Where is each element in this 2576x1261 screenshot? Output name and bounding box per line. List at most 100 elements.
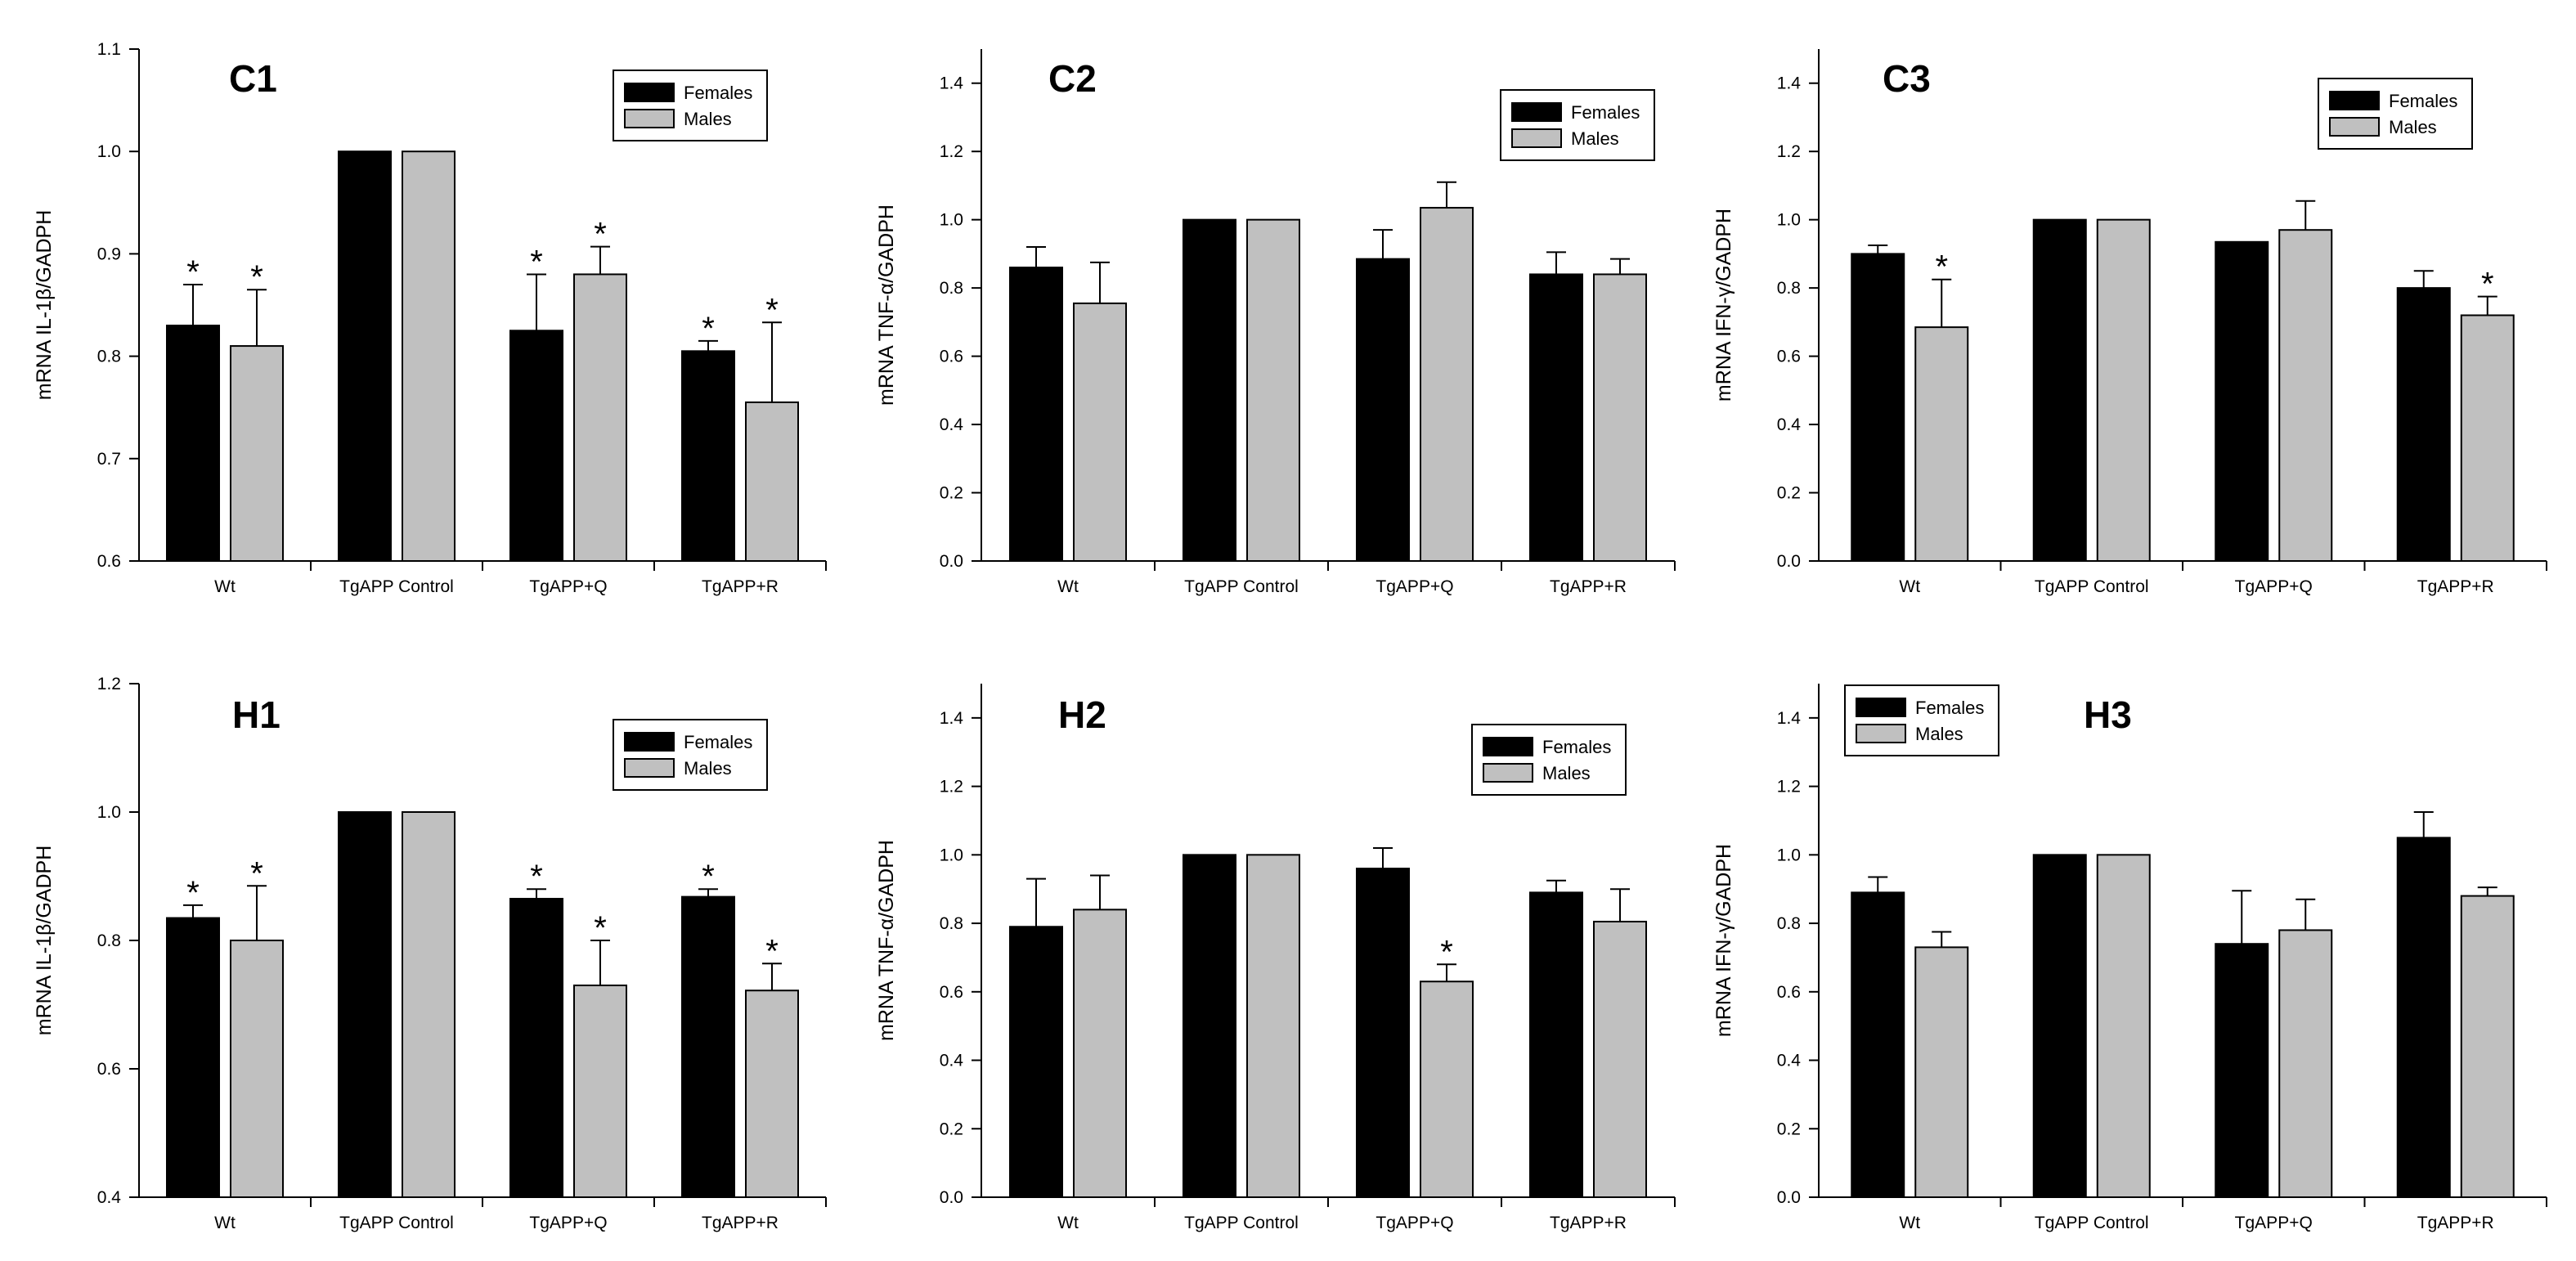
x-tick-label: TgAPP+Q <box>1376 1214 1453 1232</box>
bar-males-0 <box>230 345 284 562</box>
chart-panel-h1: 0.4 0.6 0.8 1.0 1.2 mRNA IL-1β/GADPH H1 Wt * * TgA… <box>33 675 827 1232</box>
significance-marker: * <box>594 910 607 946</box>
legend-swatch-males <box>2329 117 2380 137</box>
x-tick-label: TgAPP Control <box>339 1214 454 1232</box>
chart-title: H3 <box>2084 693 2132 736</box>
legend-label-males: Males <box>1542 763 1591 783</box>
bar-males-2 <box>2278 229 2333 562</box>
bar-females-2 <box>509 897 563 1198</box>
x-tick-label: TgAPP Control <box>2035 1214 2149 1232</box>
y-tick-label: 1.0 <box>940 846 963 864</box>
y-tick-label: 0.0 <box>1777 1188 1801 1207</box>
bar-females-2 <box>2215 943 2269 1198</box>
x-tick-label: TgAPP+R <box>702 1214 779 1232</box>
y-tick-label: 0.6 <box>940 348 963 366</box>
legend-label-males: Males <box>684 758 732 779</box>
bar-females-0 <box>1009 267 1063 562</box>
y-tick-label: 0.6 <box>97 1060 121 1079</box>
x-tick-label: TgAPP+Q <box>2235 1214 2313 1232</box>
y-tick-label: 0.9 <box>97 245 121 263</box>
y-tick-label: 0.2 <box>940 484 963 503</box>
bar-males-3 <box>745 401 799 562</box>
bar-males-3 <box>1593 920 1647 1199</box>
significance-marker: * <box>186 875 200 911</box>
bar-males-3 <box>1593 273 1647 562</box>
y-tick-label: 1.2 <box>1777 778 1801 797</box>
chart-panel-h3: 0.0 0.2 0.4 0.6 0.8 1.0 1.2 1.4 mRNA IFN-γ/GADPH… <box>1712 684 2547 1232</box>
bar-females-3 <box>1529 891 1583 1199</box>
legend-swatch-females <box>1511 102 1562 122</box>
y-tick-label: 0.4 <box>1777 415 1802 434</box>
chart-panel-c3: 0.0 0.2 0.4 0.6 0.8 1.0 1.2 1.4 mRNA IFN-γ/GADPH… <box>1712 49 2547 596</box>
bar-females-1 <box>338 811 392 1198</box>
significance-marker: * <box>765 933 779 969</box>
legend-swatch-females <box>1483 737 1533 756</box>
chart-title: H1 <box>232 693 280 736</box>
y-tick-label: 0.8 <box>1777 279 1801 298</box>
chart-panel-c1: 0.6 0.7 0.8 0.9 1.0 1.1 mRNA IL-1β/GADPH C1 Wt * *… <box>33 40 827 596</box>
bar-males-3 <box>745 990 799 1198</box>
legend-swatch-males <box>624 109 675 128</box>
x-tick-label: Wt <box>1057 577 1079 596</box>
legend-label-males: Males <box>1571 128 1619 149</box>
legend-swatch-females <box>1856 698 1906 717</box>
x-tick-label: TgAPP+Q <box>2235 577 2313 596</box>
y-axis-label: mRNA TNF-α/GADPH <box>875 840 898 1041</box>
y-tick-label: 1.2 <box>1777 142 1801 161</box>
bar-males-1 <box>2096 218 2151 562</box>
bar-females-0 <box>1009 926 1063 1198</box>
y-tick-label: 0.4 <box>1777 1052 1802 1070</box>
y-tick-label: 1.0 <box>1777 211 1801 230</box>
bar-females-2 <box>2215 240 2269 562</box>
legend-swatch-males <box>624 758 675 778</box>
chart-title: C3 <box>1883 57 1931 100</box>
legend-swatch-females <box>2329 91 2380 110</box>
x-tick-label: TgAPP+Q <box>529 577 607 596</box>
legend-swatch-males <box>1856 724 1906 743</box>
significance-marker: * <box>765 292 779 328</box>
y-tick-label: 0.8 <box>940 914 963 933</box>
y-tick-label: 0.6 <box>97 552 121 571</box>
significance-marker: * <box>186 254 200 290</box>
x-tick-label: TgAPP+R <box>2417 577 2494 596</box>
y-tick-label: 0.8 <box>940 279 963 298</box>
x-tick-label: TgAPP+R <box>702 577 779 596</box>
y-axis-label: mRNA TNF-α/GADPH <box>875 204 898 406</box>
y-axis-label: mRNA IL-1β/GADPH <box>33 210 56 400</box>
significance-marker: * <box>594 217 607 253</box>
bar-females-2 <box>1356 868 1410 1198</box>
y-tick-label: 0.8 <box>97 931 121 950</box>
significance-marker: * <box>1440 934 1453 970</box>
y-tick-label: 1.0 <box>940 211 963 230</box>
x-tick-label: TgAPP Control <box>1184 577 1299 596</box>
bar-males-3 <box>2460 895 2515 1199</box>
x-tick-label: Wt <box>214 577 236 596</box>
bar-males-3 <box>2460 314 2515 562</box>
bar-females-2 <box>1356 258 1410 562</box>
significance-marker: * <box>702 859 715 895</box>
significance-marker: * <box>250 259 263 295</box>
bar-females-0 <box>1851 253 1905 562</box>
bar-females-1 <box>1183 854 1236 1199</box>
bar-females-1 <box>1183 218 1236 562</box>
bar-males-0 <box>1073 302 1127 562</box>
x-tick-label: TgAPP Control <box>1184 1214 1299 1232</box>
bar-females-3 <box>2396 287 2451 562</box>
y-tick-label: 1.1 <box>97 40 121 59</box>
y-tick-label: 0.4 <box>940 415 964 434</box>
legend-label-males: Males <box>2389 117 2437 137</box>
chart-title: C2 <box>1048 57 1097 100</box>
bar-males-0 <box>1914 326 1969 562</box>
bar-males-0 <box>1914 946 1969 1198</box>
legend-box <box>1471 724 1627 796</box>
legend-label-females: Females <box>1571 102 1640 123</box>
bar-males-2 <box>573 273 627 562</box>
y-tick-label: 0.2 <box>1777 484 1801 503</box>
significance-marker: * <box>250 855 263 891</box>
y-tick-label: 0.7 <box>97 450 121 469</box>
y-tick-label: 1.4 <box>940 709 964 728</box>
legend-label-males: Males <box>684 109 732 129</box>
legend-label-females: Females <box>684 732 752 752</box>
chart-panel-h2: 0.0 0.2 0.4 0.6 0.8 1.0 1.2 1.4 mRNA TNF-α/GADPH… <box>875 684 1676 1232</box>
legend-label-females: Females <box>1915 698 1984 718</box>
